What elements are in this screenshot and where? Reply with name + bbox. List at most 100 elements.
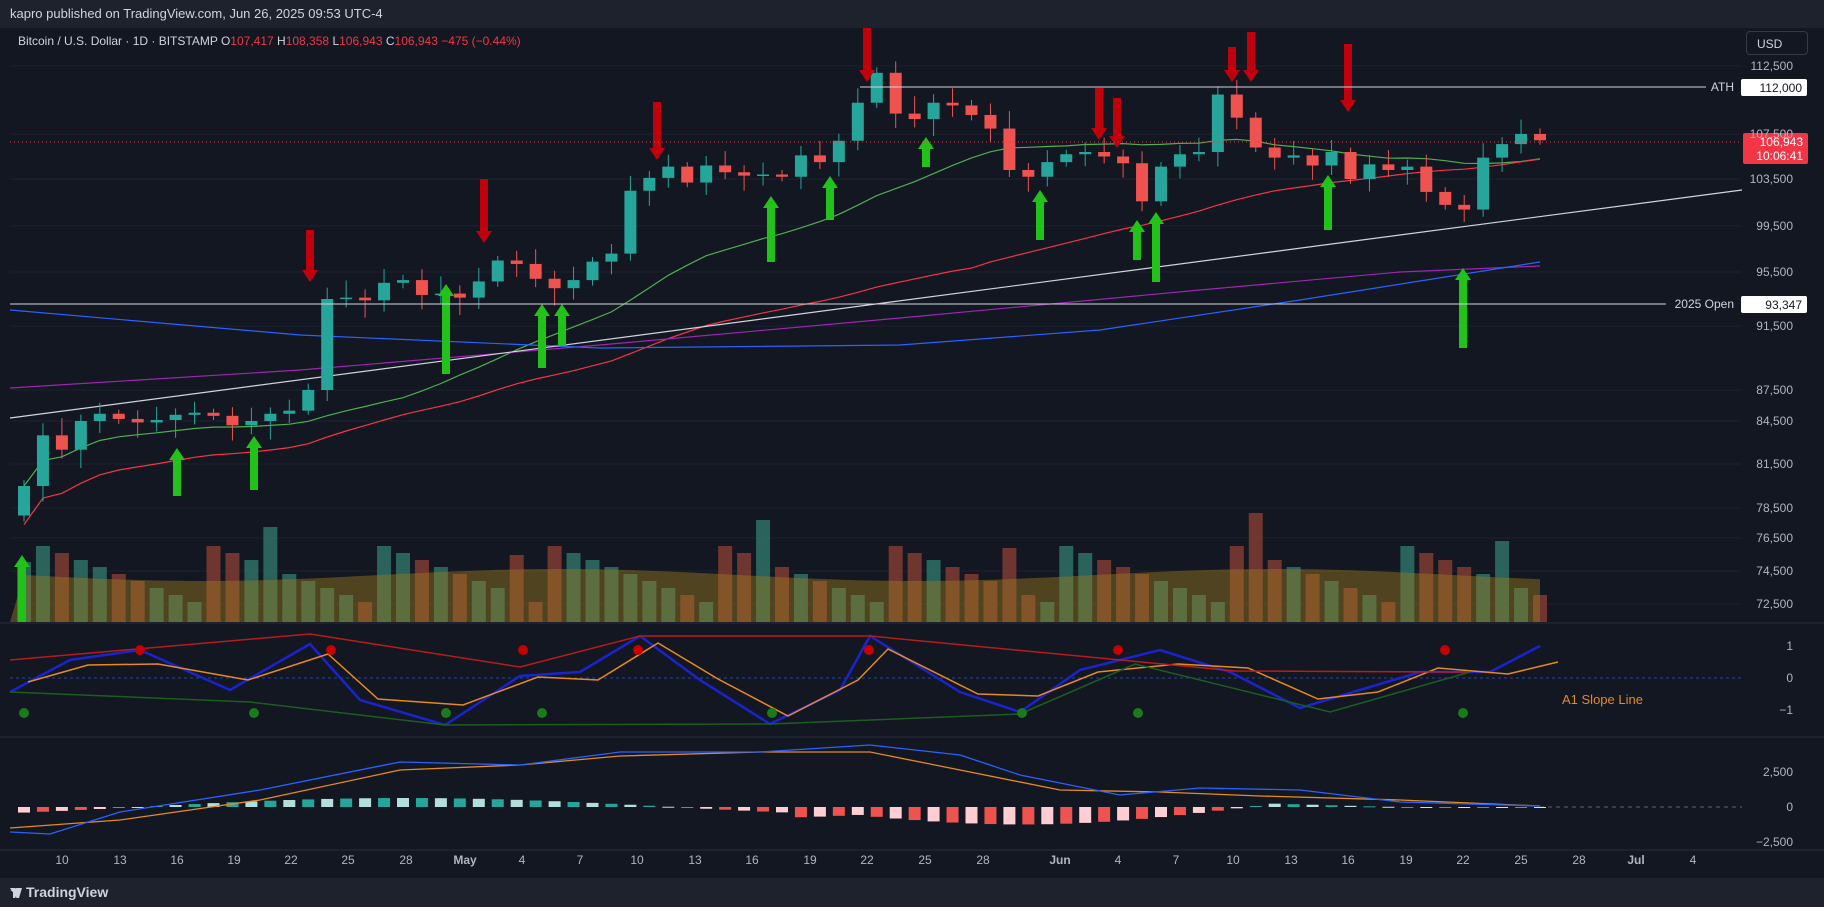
volume-bar (623, 574, 638, 622)
candle-body (832, 140, 845, 163)
candle-body (757, 174, 770, 176)
currency-button[interactable]: USD (1746, 31, 1808, 55)
volume-bar (1097, 560, 1112, 622)
macd-histogram-bar (586, 802, 599, 807)
volume-bar (206, 546, 221, 622)
volume-bar (756, 520, 771, 622)
time-tick-label: May (453, 853, 477, 867)
osc-red-dot (135, 645, 145, 655)
volume-bar (528, 602, 543, 622)
volume-bar (471, 581, 486, 622)
osc-green-dot (767, 708, 777, 718)
macd-histogram-bar (1325, 805, 1338, 807)
sell-arrow-icon (649, 102, 665, 160)
macd-histogram-bar (908, 807, 921, 821)
time-tick-label: 19 (1399, 853, 1413, 867)
volume-bar (680, 595, 695, 622)
candle-body (624, 190, 637, 254)
volume-bar (1267, 560, 1282, 622)
grid (10, 65, 1740, 605)
volume-bar (509, 555, 524, 622)
candle-body (1515, 134, 1528, 145)
volume-bar (168, 595, 183, 622)
price-tick-label: 99,500 (1756, 219, 1793, 233)
macd-histogram-bar (1003, 807, 1016, 825)
volume-bar (1514, 588, 1529, 622)
volume-bar (358, 602, 373, 622)
macd-histogram-bar (1287, 804, 1300, 807)
tradingview-logo: TradingView (10, 878, 108, 907)
candlesticks (18, 61, 1546, 522)
candle-body (321, 299, 334, 390)
time-tick-label: Jul (1627, 853, 1644, 867)
price-tick-label: 76,500 (1756, 531, 1793, 545)
time-tick-label: 25 (341, 853, 355, 867)
time-tick-label: 4 (519, 853, 526, 867)
macd-histogram-bar (1268, 803, 1281, 807)
close-value: 106,943 (394, 34, 438, 48)
volume-bar (490, 588, 505, 622)
price-tick-label: 84,500 (1756, 414, 1793, 428)
osc-red-dot (326, 645, 336, 655)
volume-bar (452, 574, 467, 622)
time-tick-label: 25 (1514, 853, 1528, 867)
candle-body (302, 390, 315, 411)
volume-bar (566, 553, 581, 622)
candle-body (472, 281, 485, 298)
buy-arrow-icon (1129, 220, 1145, 260)
osc-red-dot (1113, 645, 1123, 655)
candle-body (359, 297, 372, 301)
time-tick-label: 4 (1115, 853, 1122, 867)
sell-arrow-icon (302, 230, 318, 282)
macd-histogram-bar (283, 800, 296, 807)
candle-body (378, 282, 391, 301)
candle-body (1060, 154, 1073, 163)
macd-histogram-bar (245, 801, 258, 807)
low-label: L (332, 34, 340, 48)
macd-histogram-bar (1173, 807, 1186, 816)
last-price-box (1743, 133, 1808, 164)
volume-bar (604, 567, 619, 622)
macd-histogram-bar (605, 803, 618, 807)
macd-histogram-bar (946, 807, 959, 823)
sma-red-line (23, 158, 1541, 525)
volume-bar (737, 553, 752, 622)
macd-histogram-bar (1041, 807, 1054, 825)
time-tick-label: 13 (113, 853, 127, 867)
time-tick-label: 28 (1572, 853, 1586, 867)
buy-arrow-icon (1032, 190, 1048, 240)
macd-histogram-bar (55, 807, 68, 811)
macd-histogram-bar (719, 807, 732, 810)
macd-histogram-bar (1155, 807, 1167, 818)
volume-bar (111, 574, 126, 622)
volume-bar (775, 567, 789, 622)
low-value: 106,943 (339, 34, 383, 48)
open-price: 93,347 (1765, 298, 1802, 312)
volume-bar (225, 553, 240, 622)
volume-bar (1172, 588, 1187, 622)
time-tick-label: 28 (399, 853, 413, 867)
macd-histogram-bar (434, 798, 447, 807)
macd-histogram-bar (832, 807, 845, 816)
macd-histogram-bar (302, 799, 315, 807)
candle-body (1117, 156, 1130, 164)
sma-green-line (23, 138, 1541, 487)
price-tick-label: 74,500 (1756, 564, 1793, 578)
candle-body (738, 172, 751, 176)
macd-histogram-bar (1211, 807, 1224, 811)
volume-ma-area (10, 569, 1540, 622)
volume-bar (1400, 546, 1415, 622)
oscillator-tick-label: −1 (1779, 703, 1793, 717)
macd-histogram-bar (851, 807, 864, 815)
volume-bar (661, 588, 676, 622)
candle-body (1155, 166, 1167, 202)
volume-bar (35, 546, 50, 622)
candle-body (700, 165, 713, 183)
volume-bar (1457, 567, 1472, 622)
candle-body (1534, 134, 1546, 141)
blue-ma-line (9, 261, 1541, 349)
osc-orange-line (27, 642, 1559, 717)
buy-arrow-icon (169, 448, 185, 496)
macd-histogram-bar (1363, 806, 1376, 808)
